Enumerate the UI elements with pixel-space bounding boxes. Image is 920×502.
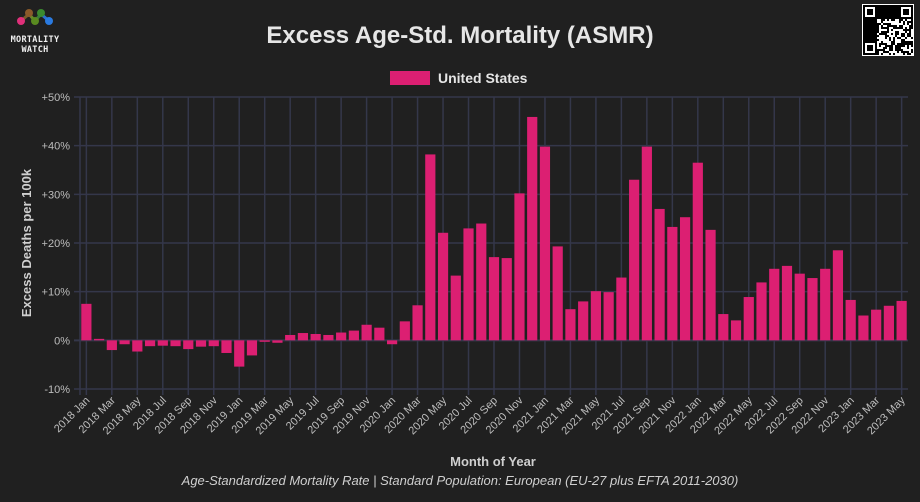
bar-2020-may[interactable] — [437, 232, 449, 341]
bar-2019-jul[interactable] — [310, 334, 321, 341]
bar-2021-nov[interactable] — [667, 226, 678, 341]
y-tick-label: +50% — [42, 92, 71, 104]
bar-2021-aug[interactable] — [629, 179, 640, 341]
bar-2018-nov[interactable] — [208, 340, 219, 347]
bar-2019-nov[interactable] — [361, 324, 372, 341]
logo-text-line1: MORTALITY — [10, 35, 60, 45]
bar-2021-oct[interactable] — [654, 208, 665, 341]
y-axis-label: Excess Deaths per 100k — [19, 168, 34, 317]
bar-2022-aug[interactable] — [781, 265, 793, 341]
y-tick-label: 0% — [54, 335, 70, 347]
bar-2023-apr[interactable] — [883, 305, 894, 341]
qr-code-icon — [863, 5, 913, 55]
bar-2022-jan[interactable] — [692, 162, 703, 341]
bar-2022-jul[interactable] — [769, 268, 780, 341]
bar-2018-may[interactable] — [132, 340, 143, 352]
bar-2020-feb[interactable] — [399, 321, 410, 341]
bar-2021-jan[interactable] — [539, 146, 551, 341]
bar-2022-may[interactable] — [743, 297, 754, 341]
bar-2019-sep[interactable] — [336, 332, 347, 341]
bar-2019-jun[interactable] — [297, 333, 309, 341]
bar-2022-nov[interactable] — [820, 268, 831, 341]
y-tick-label: +30% — [42, 189, 71, 201]
bar-2022-feb[interactable] — [705, 229, 716, 341]
bar-2018-feb[interactable] — [94, 338, 105, 341]
logo-text-line2: WATCH — [21, 45, 49, 55]
bar-2019-feb[interactable] — [246, 340, 258, 356]
bar-2021-sep[interactable] — [641, 146, 652, 341]
bar-2020-dec[interactable] — [527, 116, 538, 341]
bar-2019-aug[interactable] — [323, 334, 334, 341]
bar-2018-oct[interactable] — [195, 340, 207, 347]
bar-2019-may[interactable] — [285, 334, 296, 341]
bar-2023-mar[interactable] — [871, 309, 882, 341]
bar-2022-dec[interactable] — [832, 250, 844, 341]
bar-2021-apr[interactable] — [578, 301, 589, 341]
y-tick-label: -10% — [44, 384, 70, 396]
bar-2018-mar[interactable] — [106, 340, 117, 351]
bar-2020-jul[interactable] — [463, 228, 474, 341]
qr-code[interactable] — [862, 4, 914, 56]
y-tick-label: +20% — [42, 238, 71, 250]
bar-2018-sep[interactable] — [183, 340, 194, 350]
x-axis-label: Month of Year — [450, 454, 536, 469]
bar-2022-sep[interactable] — [794, 273, 805, 341]
bar-2019-mar[interactable] — [259, 340, 270, 342]
bar-2019-oct[interactable] — [348, 330, 359, 341]
bar-2018-dec[interactable] — [221, 340, 232, 353]
bar-2020-nov[interactable] — [514, 193, 525, 341]
bar-2020-sep[interactable] — [488, 257, 500, 341]
legend-label: United States — [438, 70, 528, 86]
mortality-watch-logo[interactable]: MORTALITY WATCH — [6, 8, 64, 55]
bar-2021-feb[interactable] — [552, 246, 563, 341]
bar-2022-jun[interactable] — [756, 282, 767, 341]
bar-2018-aug[interactable] — [170, 340, 181, 347]
bar-2023-may[interactable] — [896, 300, 907, 341]
bar-2021-jul[interactable] — [616, 277, 627, 341]
chart-title: Excess Age-Std. Mortality (ASMR) — [266, 22, 654, 49]
logo-network-icon — [17, 9, 53, 25]
bar-2018-jun[interactable] — [144, 340, 156, 347]
bar-2020-mar[interactable] — [412, 305, 423, 341]
bar-2018-apr[interactable] — [119, 340, 130, 345]
y-tick-label: +10% — [42, 287, 71, 299]
bar-2021-jun[interactable] — [603, 292, 614, 341]
footer-caption: Age-Standardized Mortality Rate | Standa… — [181, 473, 739, 488]
bar-2019-dec[interactable] — [374, 327, 385, 341]
y-tick-label: +40% — [42, 141, 71, 153]
bar-2019-apr[interactable] — [272, 340, 283, 343]
bar-2021-dec[interactable] — [679, 217, 691, 341]
bar-2020-jan[interactable] — [386, 340, 398, 345]
bar-2018-jan[interactable] — [81, 303, 92, 341]
bar-2020-aug[interactable] — [476, 223, 487, 341]
bar-2023-jan[interactable] — [845, 299, 856, 341]
bar-2021-may[interactable] — [590, 291, 602, 341]
bar-2020-oct[interactable] — [501, 258, 512, 341]
bar-2020-apr[interactable] — [425, 154, 436, 341]
bar-2022-oct[interactable] — [807, 278, 818, 341]
bar-2019-jan[interactable] — [234, 340, 245, 367]
bar-2023-feb[interactable] — [858, 315, 869, 341]
bar-2020-jun[interactable] — [450, 275, 461, 341]
legend-item-united-states[interactable]: United States — [390, 70, 527, 86]
bar-2018-jul[interactable] — [157, 340, 168, 346]
legend-swatch — [390, 71, 430, 85]
bar-2022-mar[interactable] — [718, 314, 729, 341]
bar-2022-apr[interactable] — [730, 320, 742, 341]
bar-2021-mar[interactable] — [565, 309, 576, 341]
